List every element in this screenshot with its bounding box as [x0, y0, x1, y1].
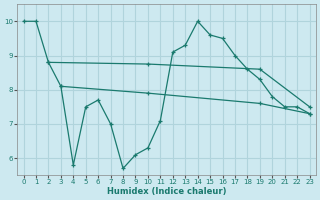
X-axis label: Humidex (Indice chaleur): Humidex (Indice chaleur)	[107, 187, 226, 196]
